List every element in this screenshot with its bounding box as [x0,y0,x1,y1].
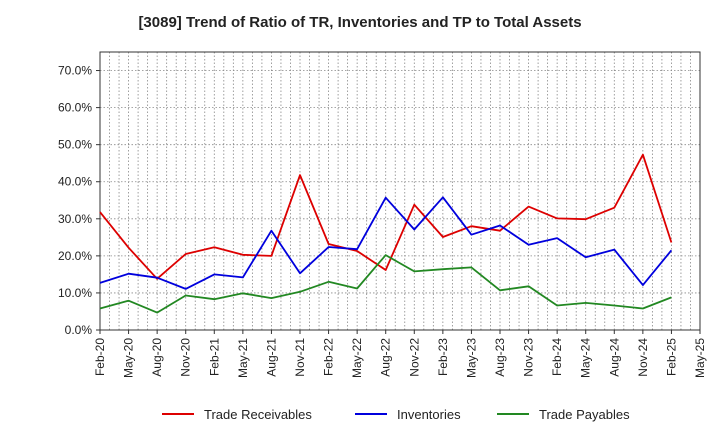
y-tick-label: 30.0% [58,212,92,226]
x-tick-label: May-22 [350,338,364,378]
x-tick-label: May-20 [122,338,136,378]
x-tick-label: May-23 [464,338,478,378]
x-tick-label: May-21 [236,338,250,378]
x-tick-label: Nov-24 [636,338,650,377]
y-tick-label: 60.0% [58,101,92,115]
x-tick-label: Aug-23 [493,338,507,377]
series-line [99,196,673,290]
chart-title: [3089] Trend of Ratio of TR, Inventories… [138,14,582,31]
x-tick-label: May-25 [693,338,707,378]
x-tick-label: Feb-20 [93,338,107,376]
series-line [99,153,673,280]
x-tick-label: Nov-22 [407,338,421,377]
y-tick-label: 70.0% [58,64,92,78]
legend-label: Trade Receivables [204,407,312,422]
x-tick-label: Feb-21 [207,338,221,376]
x-tick-label: Feb-22 [322,338,336,376]
x-tick-label: Nov-23 [522,338,536,377]
x-tick-label: Aug-24 [607,338,621,377]
x-tick-label: Aug-20 [150,338,164,377]
x-tick-label: Aug-21 [264,338,278,377]
plot-frame [99,51,701,331]
y-tick-label: 20.0% [58,249,92,263]
y-tick-label: 0.0% [65,323,93,337]
x-tick-label: Feb-24 [550,338,564,376]
x-tick-label: May-24 [579,338,593,378]
x-tick-label: Nov-20 [179,338,193,377]
y-tick-label: 10.0% [58,286,92,300]
y-tick-label: 40.0% [58,175,92,189]
x-tick-label: Feb-23 [436,338,450,376]
x-tick-label: Aug-22 [379,338,393,377]
series-line [99,254,672,314]
y-tick-label: 50.0% [58,138,92,152]
legend-label: Inventories [397,407,461,422]
legend-label: Trade Payables [539,407,630,422]
x-tick-label: Nov-21 [293,338,307,377]
x-tick-label: Feb-25 [664,338,678,376]
plot-area [100,52,700,330]
